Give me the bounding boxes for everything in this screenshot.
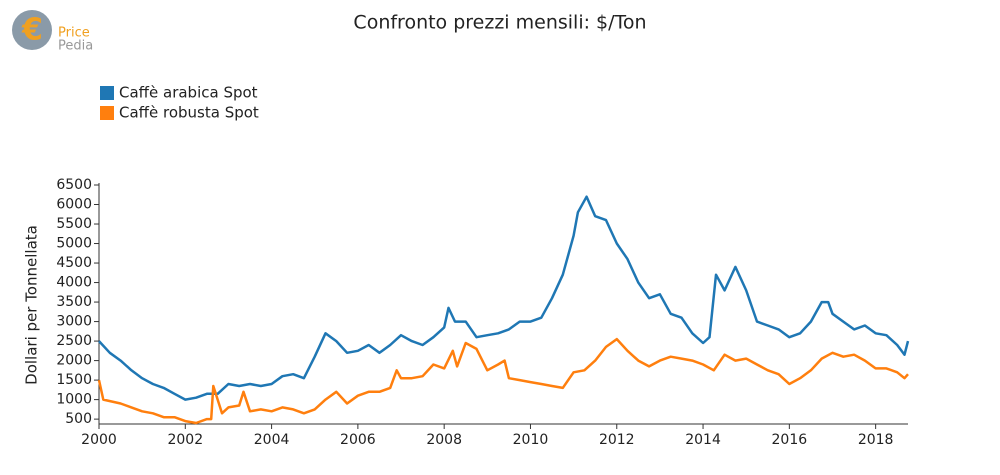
chart-title: Confronto prezzi mensili: $/Ton (353, 12, 646, 34)
logo-globe (12, 10, 52, 50)
y-tick-label: 4500 (56, 255, 92, 271)
x-tick-label: 2006 (340, 432, 376, 448)
x-tick-label: 2012 (599, 432, 635, 448)
y-tick-label: 1500 (56, 372, 92, 388)
y-tick-label: 6000 (56, 197, 92, 213)
logo-euro: € (21, 13, 43, 48)
y-tick-label: 5500 (56, 216, 92, 232)
y-tick-label: 3500 (56, 294, 92, 310)
x-tick-label: 2002 (167, 432, 203, 448)
logo: € Price Pedia (12, 10, 93, 54)
legend-swatch (100, 106, 114, 120)
series-line (97, 337, 909, 425)
x-tick-label: 2004 (254, 432, 290, 448)
legend-label: Caffè robusta Spot (119, 104, 259, 122)
y-tick-label: 2000 (56, 353, 92, 369)
y-axis-label: Dollari per Tonnellata (23, 225, 41, 385)
legend-label: Caffè arabica Spot (119, 84, 258, 102)
x-tick-label: 2014 (685, 432, 721, 448)
x-tick-label: 2010 (513, 432, 549, 448)
x-tick-label: 2016 (772, 432, 808, 448)
logo-text: Pedia (58, 39, 93, 54)
y-tick-label: 500 (65, 411, 92, 427)
x-tick-label: 2000 (81, 432, 117, 448)
x-tick-label: 2018 (858, 432, 894, 448)
x-tick-label: 2008 (426, 432, 462, 448)
y-tick-label: 2500 (56, 333, 92, 349)
logo-text: Price (58, 26, 90, 41)
y-tick-label: 4000 (56, 275, 92, 291)
legend-swatch (100, 86, 114, 100)
y-tick-label: 6500 (56, 177, 92, 193)
y-tick-label: 3000 (56, 314, 92, 330)
series-line (98, 195, 910, 401)
y-tick-label: 1000 (56, 392, 92, 408)
y-tick-label: 5000 (56, 236, 92, 252)
